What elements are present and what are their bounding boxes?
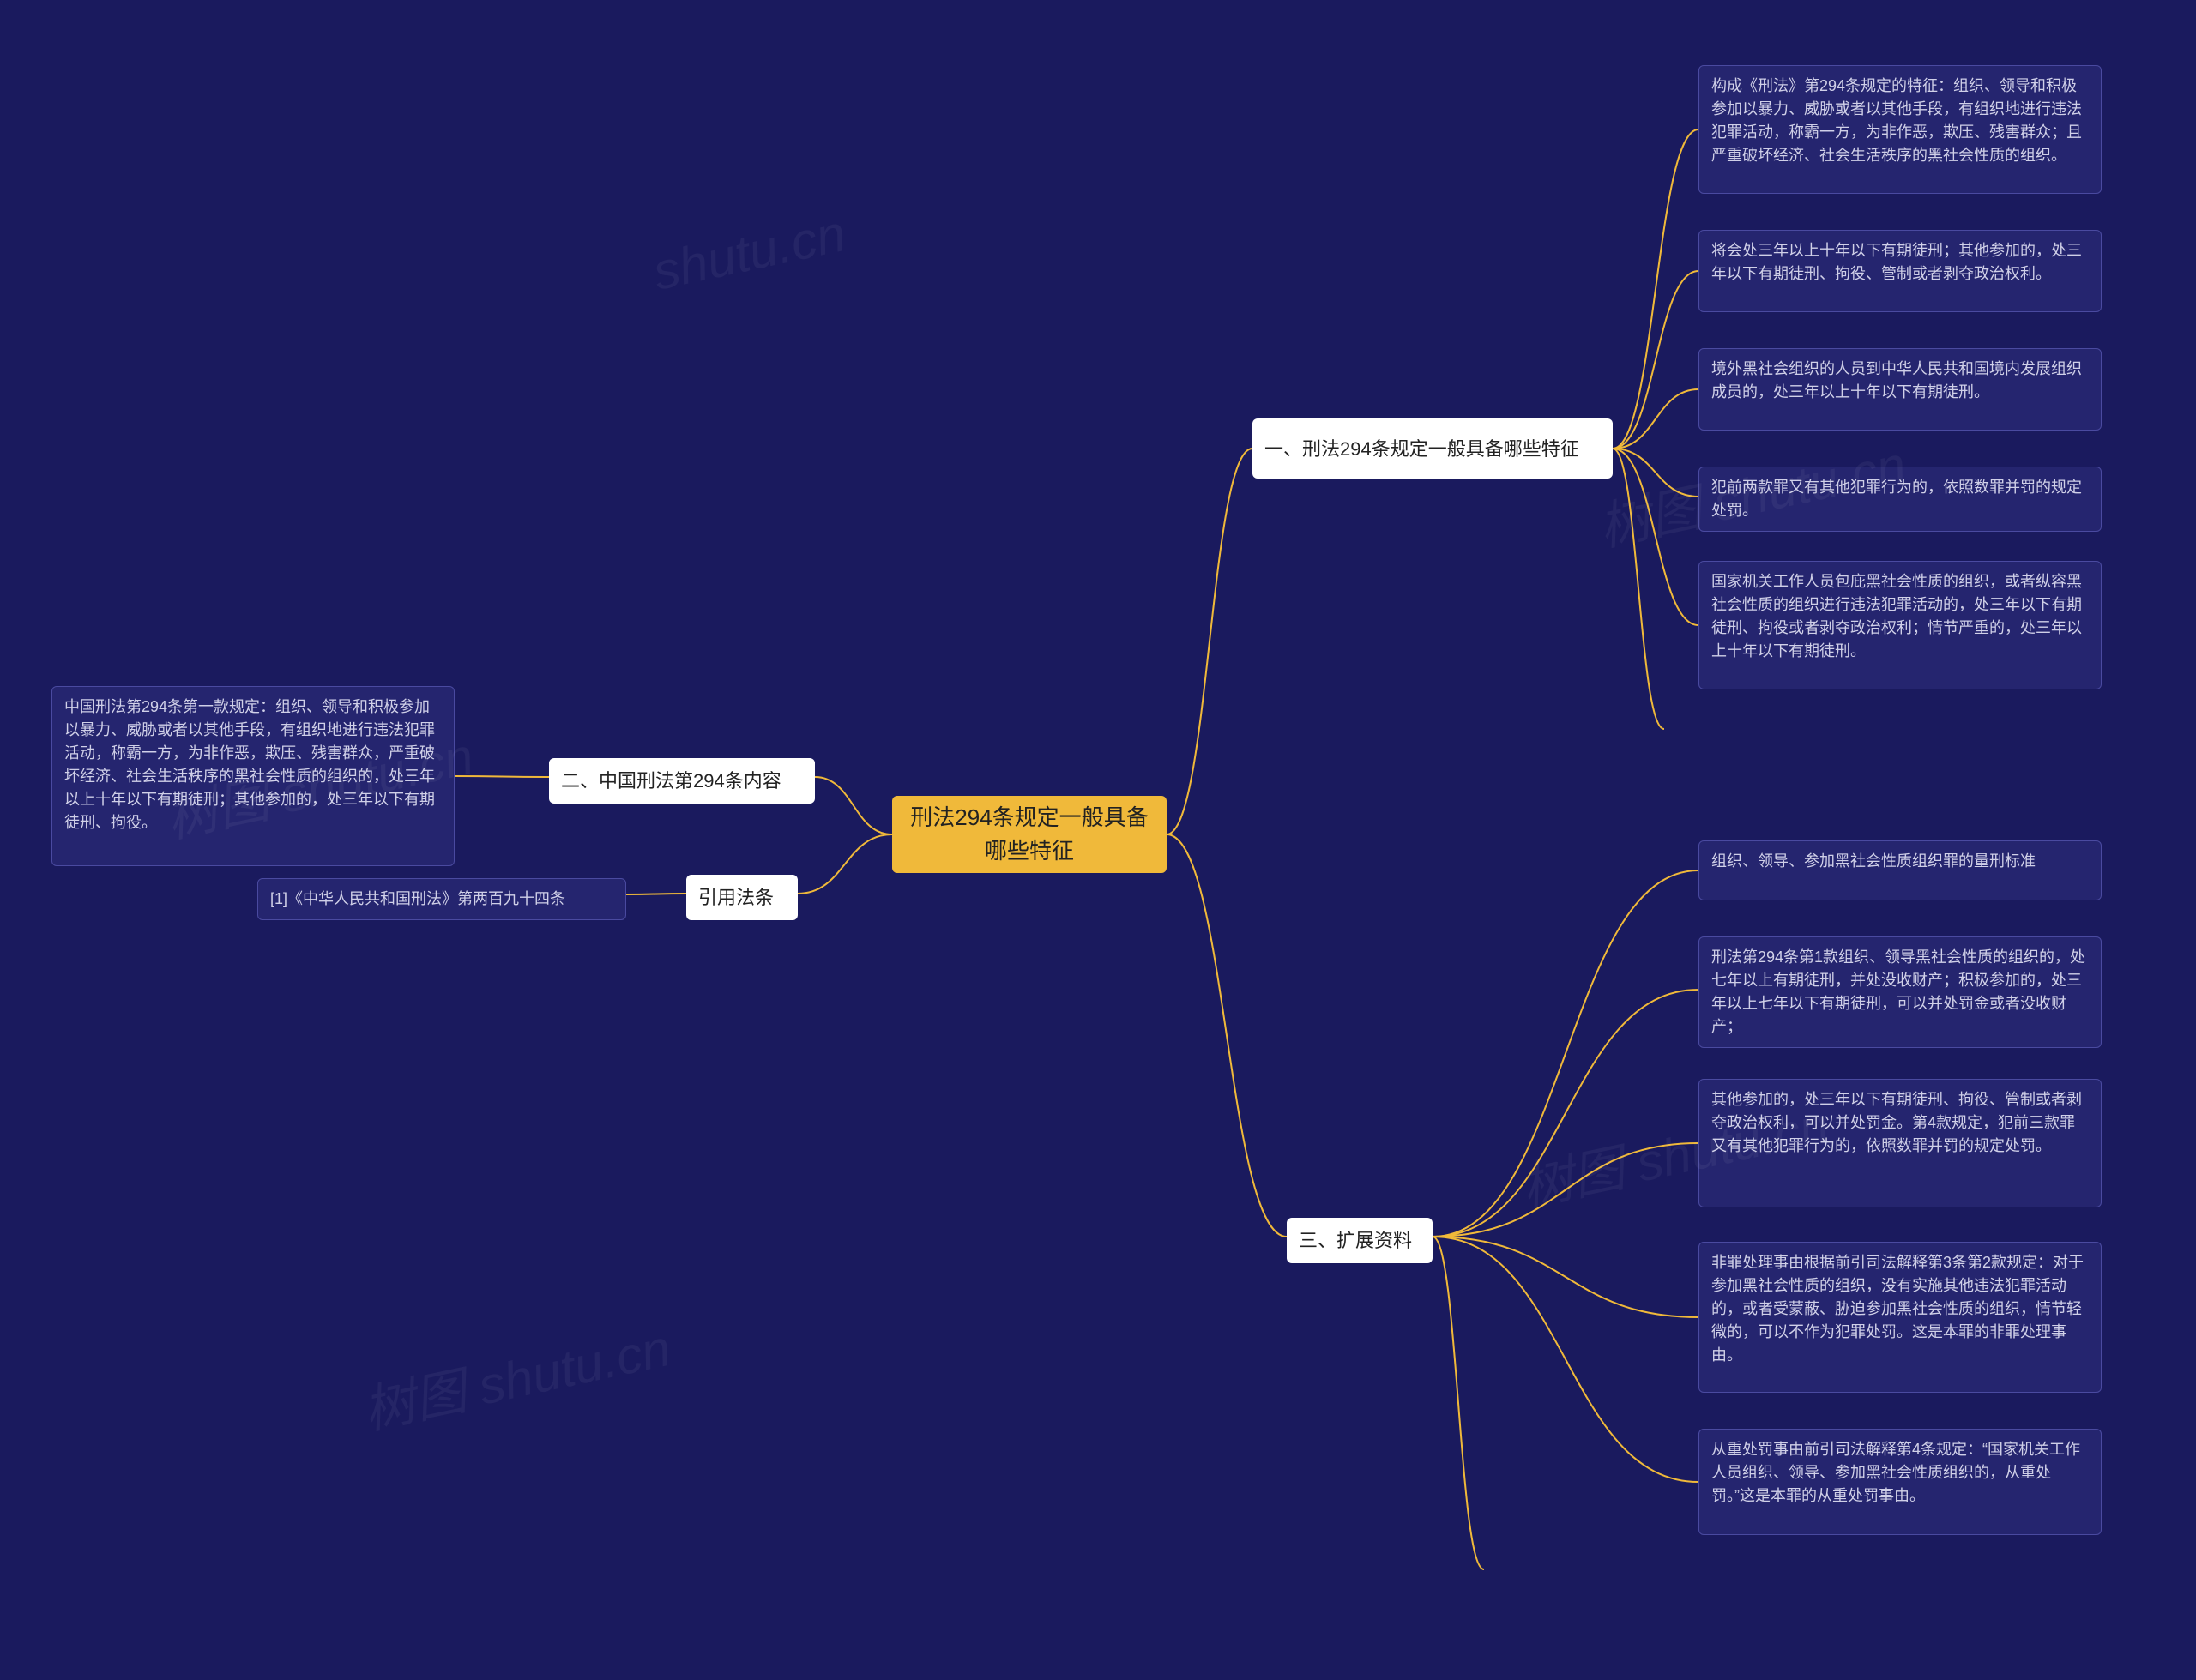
mindmap-branch: 一、刑法294条规定一般具备哪些特征 (1252, 418, 1613, 479)
mindmap-edge (1433, 1237, 1698, 1482)
mindmap-leaf: 构成《刑法》第294条规定的特征：组织、领导和积极参加以暴力、威胁或者以其他手段… (1698, 65, 2102, 194)
leaf-label: 中国刑法第294条第一款规定：组织、领导和积极参加以暴力、威胁或者以其他手段，有… (64, 698, 435, 831)
mindmap-edge (1167, 449, 1252, 834)
mindmap-edge (1433, 1237, 1484, 1569)
leaf-label: 刑法第294条第1款组织、领导黑社会性质的组织的，处七年以上有期徒刑，并处没收财… (1711, 948, 2085, 1035)
root-label: 刑法294条规定一般具备哪些特征 (904, 801, 1155, 868)
branch-label: 二、中国刑法第294条内容 (561, 767, 781, 795)
leaf-label: [1]《中华人民共和国刑法》第两百九十四条 (270, 890, 565, 907)
leaf-label: 将会处三年以上十年以下有期徒刑；其他参加的，处三年以下有期徒刑、拘役、管制或者剥… (1711, 242, 2082, 282)
mindmap-branch: 引用法条 (686, 875, 798, 920)
mindmap-branch: 二、中国刑法第294条内容 (549, 758, 815, 804)
mindmap-branch: 三、扩展资料 (1287, 1218, 1433, 1263)
mindmap-edge (1433, 990, 1698, 1237)
mindmap-leaf: 国家机关工作人员包庇黑社会性质的组织，或者纵容黑社会性质的组织进行违法犯罪活动的… (1698, 561, 2102, 689)
branch-label: 三、扩展资料 (1299, 1226, 1412, 1255)
mindmap-edge (1613, 449, 1664, 729)
mindmap-edge (798, 834, 892, 894)
leaf-label: 构成《刑法》第294条规定的特征：组织、领导和积极参加以暴力、威胁或者以其他手段… (1711, 77, 2082, 164)
mindmap-edge (1613, 449, 1698, 625)
leaf-label: 境外黑社会组织的人员到中华人民共和国境内发展组织成员的，处三年以上十年以下有期徒… (1711, 360, 2082, 400)
mindmap-leaf: 刑法第294条第1款组织、领导黑社会性质的组织的，处七年以上有期徒刑，并处没收财… (1698, 936, 2102, 1048)
mindmap-leaf: 境外黑社会组织的人员到中华人民共和国境内发展组织成员的，处三年以上十年以下有期徒… (1698, 348, 2102, 431)
mindmap-edge (1433, 870, 1698, 1237)
mindmap-root: 刑法294条规定一般具备哪些特征 (892, 796, 1167, 873)
mindmap-edge (815, 777, 892, 834)
mindmap-edge (1613, 449, 1698, 497)
mindmap-leaf: 犯前两款罪又有其他犯罪行为的，依照数罪并罚的规定处罚。 (1698, 467, 2102, 532)
watermark: 树图 shutu.cn (356, 1306, 677, 1444)
branch-label: 引用法条 (698, 883, 774, 912)
mindmap-edge (455, 776, 549, 777)
mindmap-edge (1433, 1143, 1698, 1237)
mindmap-edge (1433, 1237, 1698, 1317)
leaf-label: 其他参加的，处三年以下有期徒刑、拘役、管制或者剥夺政治权利，可以并处罚金。第4款… (1711, 1091, 2082, 1154)
leaf-label: 组织、领导、参加黑社会性质组织罪的量刑标准 (1711, 852, 2036, 870)
leaf-label: 从重处罚事由前引司法解释第4条规定：“国家机关工作人员组织、领导、参加黑社会性质… (1711, 1441, 2080, 1504)
leaf-label: 非罪处理事由根据前引司法解释第3条第2款规定：对于参加黑社会性质的组织，没有实施… (1711, 1254, 2084, 1364)
leaf-label: 犯前两款罪又有其他犯罪行为的，依照数罪并罚的规定处罚。 (1711, 479, 2082, 519)
mindmap-leaf: 其他参加的，处三年以下有期徒刑、拘役、管制或者剥夺政治权利，可以并处罚金。第4款… (1698, 1079, 2102, 1207)
mindmap-edge (1167, 834, 1287, 1237)
mindmap-leaf: 组织、领导、参加黑社会性质组织罪的量刑标准 (1698, 840, 2102, 900)
branch-label: 一、刑法294条规定一般具备哪些特征 (1264, 435, 1579, 463)
mindmap-edge (1613, 129, 1698, 449)
leaf-label: 国家机关工作人员包庇黑社会性质的组织，或者纵容黑社会性质的组织进行违法犯罪活动的… (1711, 573, 2082, 659)
watermark: shutu.cn (648, 203, 850, 302)
mindmap-leaf: 中国刑法第294条第一款规定：组织、领导和积极参加以暴力、威胁或者以其他手段，有… (51, 686, 455, 866)
mindmap-leaf: [1]《中华人民共和国刑法》第两百九十四条 (257, 878, 626, 920)
mindmap-edge (1613, 389, 1698, 449)
mindmap-leaf: 非罪处理事由根据前引司法解释第3条第2款规定：对于参加黑社会性质的组织，没有实施… (1698, 1242, 2102, 1393)
mindmap-leaf: 从重处罚事由前引司法解释第4条规定：“国家机关工作人员组织、领导、参加黑社会性质… (1698, 1429, 2102, 1535)
mindmap-edge (1613, 271, 1698, 449)
mindmap-leaf: 将会处三年以上十年以下有期徒刑；其他参加的，处三年以下有期徒刑、拘役、管制或者剥… (1698, 230, 2102, 312)
